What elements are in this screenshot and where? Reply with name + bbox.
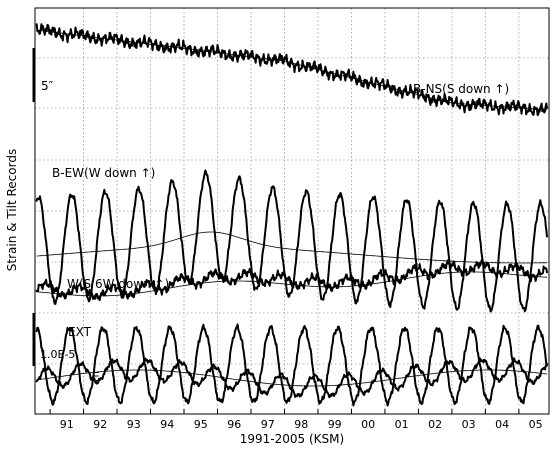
- x-ticks: 91 92 93 94 95 96 97 98 99 00 01 02 03 04 05: [49, 409, 543, 431]
- series-line-ext: [35, 323, 548, 407]
- x-tick-label: 97: [261, 418, 275, 431]
- x-axis-title: 1991-2005 (KSM): [240, 432, 344, 446]
- x-tick-label: 05: [529, 418, 543, 431]
- strain-scale-label: 1.0E-5: [40, 348, 75, 361]
- x-tick-label: 94: [160, 418, 174, 431]
- x-tick-label: 00: [361, 418, 375, 431]
- series-label-b-ew: B-EW(W down ↑): [52, 166, 155, 180]
- grid: [35, 8, 549, 414]
- trend-line-b-ew: [36, 231, 547, 264]
- x-tick-label: 91: [60, 418, 74, 431]
- x-tick-label: 93: [127, 418, 141, 431]
- x-tick-label: 02: [428, 418, 442, 431]
- series-label-ext: EXT: [68, 325, 92, 339]
- series-label-e: E: [92, 370, 100, 384]
- series-label-w: W(S 6W down ↑): [67, 277, 169, 291]
- series-label-b-ns: B-NS(S down ↑): [413, 82, 509, 96]
- x-tick-label: 04: [495, 418, 509, 431]
- x-tick-label: 03: [462, 418, 476, 431]
- tilt-scale-label: 5″: [41, 79, 54, 93]
- y-axis-title: Strain & Tilt Records: [5, 149, 19, 271]
- series-line-e: [35, 357, 548, 399]
- series-layer: [35, 23, 548, 407]
- plot-frame: [34, 7, 550, 415]
- x-tick-label: 96: [227, 418, 241, 431]
- series-line-w: [35, 258, 548, 302]
- x-tick-label: 95: [194, 418, 208, 431]
- x-tick-label: 98: [294, 418, 308, 431]
- x-tick-label: 92: [93, 418, 107, 431]
- x-tick-label: 01: [395, 418, 409, 431]
- series-line-b-ew: [35, 169, 548, 313]
- series-line-b-ns: [35, 23, 548, 116]
- x-tick-label: 99: [328, 418, 342, 431]
